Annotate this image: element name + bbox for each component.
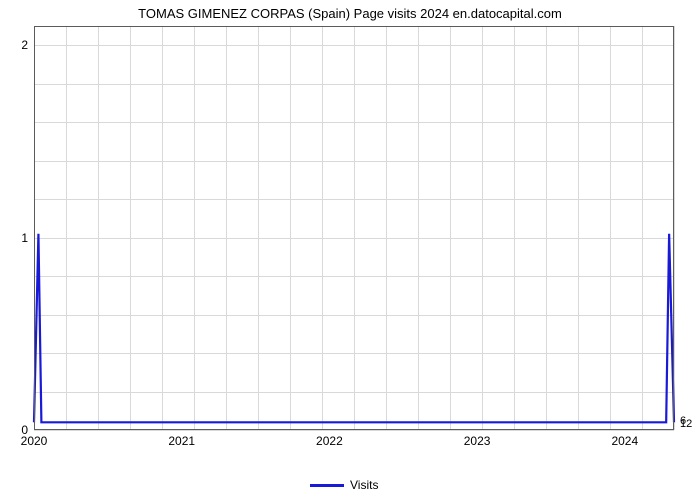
legend-swatch	[310, 484, 344, 487]
legend: Visits	[310, 478, 378, 492]
y2-tick-label: 6	[680, 415, 686, 427]
series-visits	[34, 234, 674, 423]
x-tick-label: 2022	[316, 434, 343, 448]
x-tick-label: 2023	[464, 434, 491, 448]
gridline-h	[34, 430, 674, 431]
x-tick-label: 2020	[21, 434, 48, 448]
x-tick-label: 2024	[611, 434, 638, 448]
y-tick-label: 1	[21, 231, 28, 245]
plot-area: 01220202021202220232024126	[34, 26, 674, 430]
x-tick-label: 2021	[168, 434, 195, 448]
y-tick-label: 2	[21, 38, 28, 52]
gridline-v	[674, 26, 675, 430]
chart-title: TOMAS GIMENEZ CORPAS (Spain) Page visits…	[0, 6, 700, 21]
visits-line	[34, 26, 674, 430]
legend-label: Visits	[350, 478, 378, 492]
